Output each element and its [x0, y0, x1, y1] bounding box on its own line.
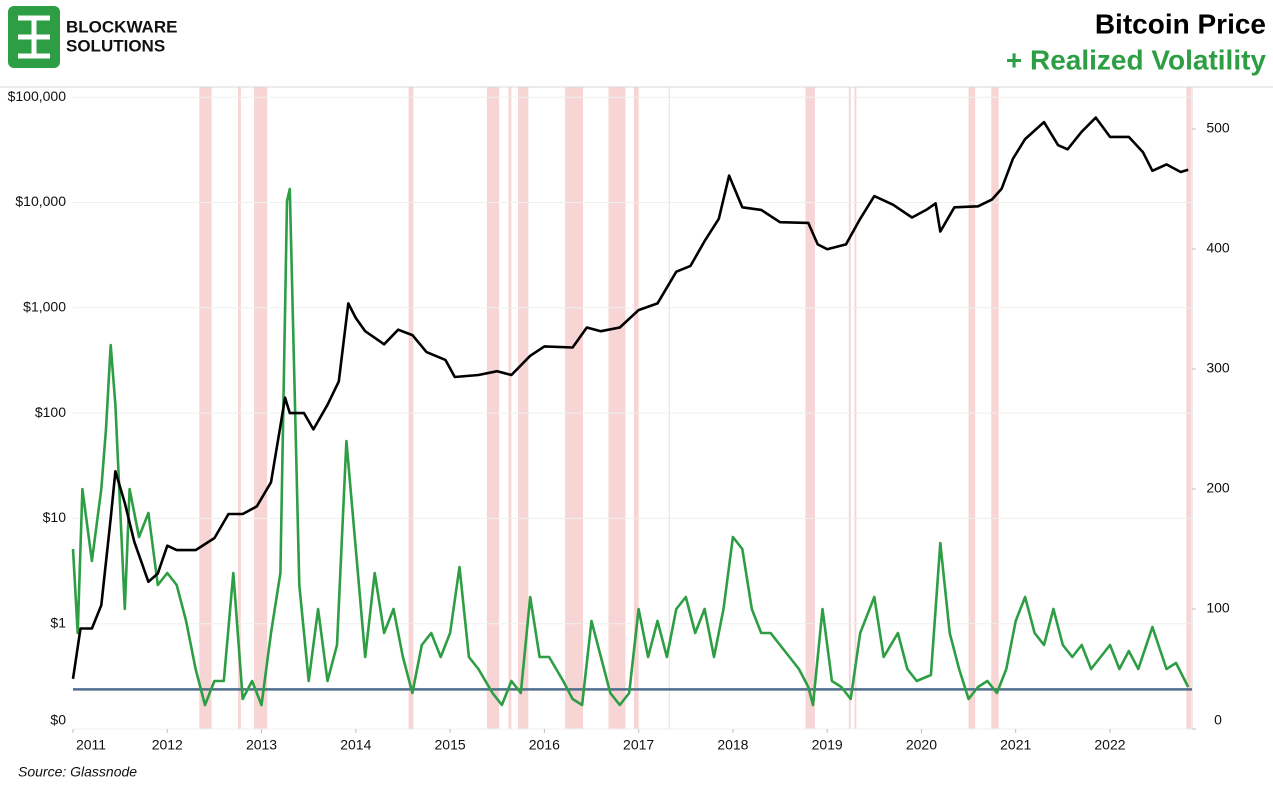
shaded-range [968, 87, 976, 729]
y-tick-label: $10,000 [15, 193, 66, 209]
shaded-range [608, 87, 626, 729]
x-tick-label: 2011 [76, 737, 106, 753]
shaded-range [848, 87, 851, 729]
source-note: Source: Glassnode [18, 764, 137, 780]
y2-tick-label: 400 [1206, 240, 1230, 256]
shaded-range [805, 87, 815, 729]
y-tick-label: $0 [50, 712, 66, 728]
shaded-range [199, 87, 212, 729]
x-tick-label: 2021 [1000, 737, 1031, 753]
y-tick-label: $1 [50, 614, 66, 630]
shaded-range [237, 87, 241, 729]
y2-tick-label: 0 [1214, 712, 1222, 728]
y-tick-label: $1,000 [23, 299, 66, 315]
x-tick-label: 2019 [812, 737, 843, 753]
y-tick-label: $10 [43, 509, 67, 525]
y-tick-label: $100 [35, 404, 66, 420]
x-tick-label: 2020 [906, 737, 937, 753]
y2-tick-label: 500 [1206, 120, 1230, 136]
series-line [71, 187, 1190, 707]
chart-title: Bitcoin Price [1095, 8, 1266, 39]
chart-subtitle: + Realized Volatility [1006, 44, 1267, 75]
x-tick-label: 2018 [717, 737, 748, 753]
x-tick-label: 2012 [152, 737, 183, 753]
shaded-range [565, 87, 584, 729]
x-tick-label: 2015 [435, 737, 466, 753]
y2-tick-label: 200 [1206, 480, 1230, 496]
shaded-range [508, 87, 512, 729]
y2-tick-label: 300 [1206, 360, 1230, 376]
shaded-range [668, 87, 670, 729]
logo: BLOCKWARE SOLUTIONS [8, 6, 177, 68]
series-line [71, 116, 1189, 679]
shaded-range [254, 87, 268, 729]
shaded-range [1186, 87, 1192, 729]
shaded-range [854, 87, 857, 729]
shaded-range [633, 87, 639, 729]
logo-text: BLOCKWARE [66, 17, 177, 36]
x-tick-label: 2022 [1094, 737, 1125, 753]
x-tick-label: 2016 [529, 737, 560, 753]
shaded-range [486, 87, 500, 729]
shaded-range [517, 87, 529, 729]
y2-tick-label: 100 [1206, 600, 1230, 616]
y-tick-label: $100,000 [8, 88, 67, 104]
logo-text: SOLUTIONS [66, 36, 165, 55]
x-tick-label: 2014 [340, 737, 371, 753]
x-tick-label: 2017 [623, 737, 654, 753]
logo-glyph [18, 15, 50, 59]
shaded-range [991, 87, 999, 729]
x-tick-label: 2013 [246, 737, 277, 753]
shaded-range [408, 87, 414, 729]
